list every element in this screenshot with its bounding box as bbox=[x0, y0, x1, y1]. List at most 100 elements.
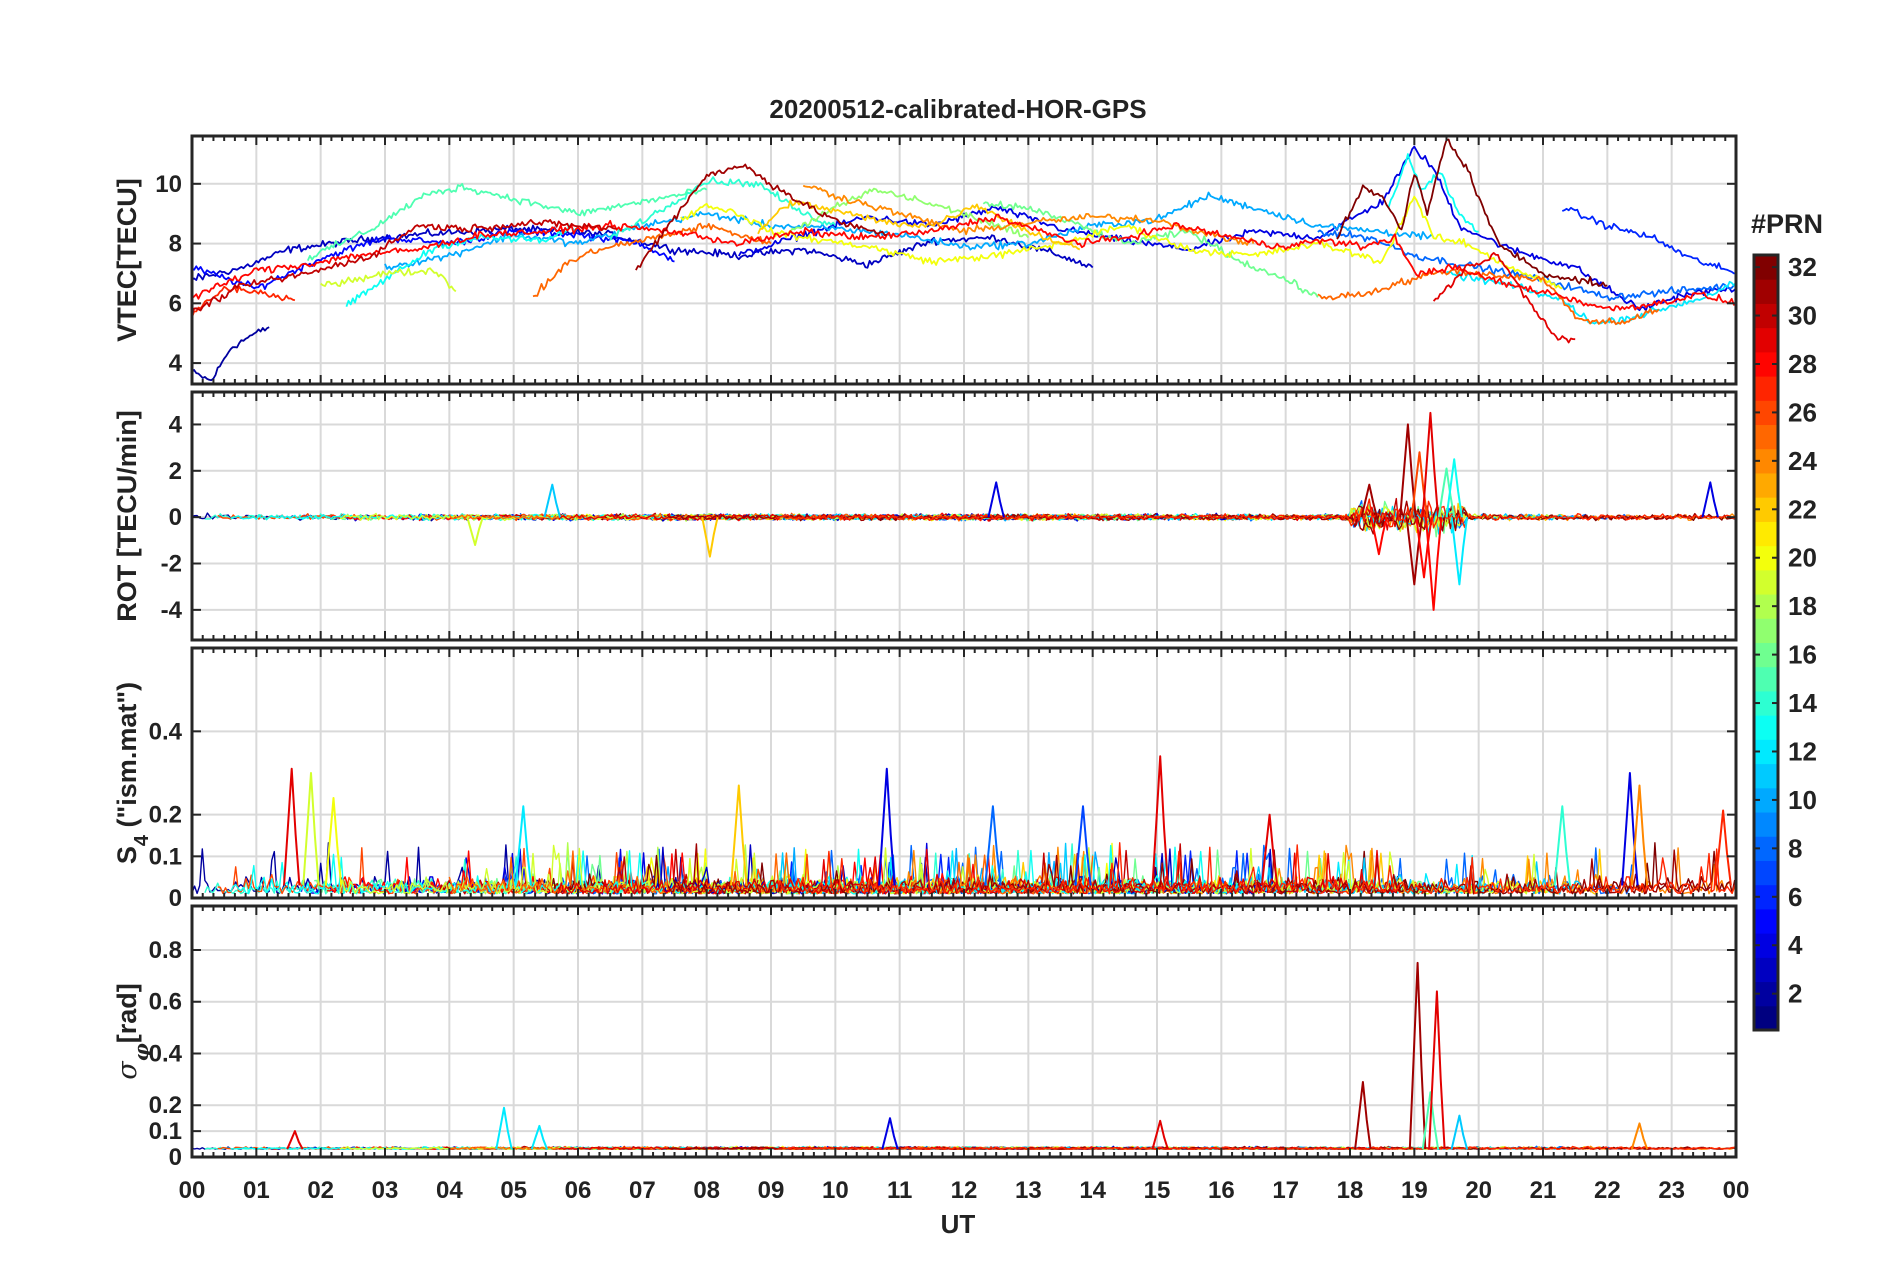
colorbar-segment bbox=[1754, 569, 1778, 595]
y-tick-label: 0 bbox=[169, 504, 182, 531]
colorbar-tick-label: 20 bbox=[1788, 543, 1817, 573]
spike-8 bbox=[1437, 467, 1456, 518]
y-tick-label: 8 bbox=[169, 231, 182, 258]
x-tick-label: 14 bbox=[1079, 1177, 1106, 1204]
colorbar-tick-label: 24 bbox=[1788, 446, 1817, 476]
spike-6 bbox=[1151, 755, 1169, 886]
colorbar-segment bbox=[1754, 812, 1778, 837]
colorbar-segment bbox=[1754, 763, 1778, 789]
colorbar-tick-label: 8 bbox=[1788, 833, 1802, 863]
y-tick-label: 0 bbox=[169, 1144, 182, 1171]
x-tick-label: 13 bbox=[1015, 1177, 1042, 1204]
spike-11 bbox=[1260, 813, 1279, 886]
y-axis-label: σφ[rad] bbox=[112, 983, 153, 1080]
series-prn-27-20 bbox=[192, 285, 296, 318]
panel-sigma: 00.10.2 0.4 0.6 0.8 σφ[rad] bbox=[112, 904, 1738, 1171]
series-prn-4-3 bbox=[738, 145, 1736, 312]
y-tick-label: 4 bbox=[169, 411, 183, 438]
x-tick-label: 20 bbox=[1465, 1177, 1492, 1204]
y-tick-label: 0.1 bbox=[149, 1118, 182, 1145]
spike-3 bbox=[730, 784, 748, 886]
colorbar-segment bbox=[1754, 666, 1778, 692]
spike-10 bbox=[1450, 517, 1469, 586]
x-tick-label: 15 bbox=[1144, 1177, 1171, 1204]
x-tick-label: 16 bbox=[1208, 1177, 1235, 1204]
colorbar-segment bbox=[1754, 279, 1778, 304]
x-axis: 00 01 02 03 04 05 06 07 08 09 10 11 12 13 14 15 16 17 18 19… bbox=[179, 1177, 1750, 1204]
series-prn-25-18 bbox=[532, 222, 772, 298]
y-tick-label: 0.4 bbox=[149, 1040, 183, 1067]
colorbar-tick-label: 12 bbox=[1788, 736, 1817, 766]
spike-6 bbox=[530, 1124, 549, 1150]
panel-rot: -4 -2 0 2 4 ROT [TECU/min] bbox=[112, 390, 1738, 642]
spike-1 bbox=[1408, 961, 1427, 1150]
series-prn-31-23 bbox=[635, 163, 888, 271]
spike-9 bbox=[1630, 1122, 1649, 1150]
spike-13 bbox=[1714, 809, 1732, 886]
colorbar-tick-label: 10 bbox=[1788, 785, 1817, 815]
y-tick-label: 6 bbox=[169, 290, 182, 317]
colorbar-segment bbox=[1754, 327, 1778, 353]
y-tick-label: 0.1 bbox=[149, 843, 182, 870]
colorbar-tick-label: 22 bbox=[1788, 494, 1817, 524]
series-prn-13-8 bbox=[345, 224, 579, 308]
x-tick-label: 04 bbox=[436, 1177, 463, 1204]
y-axis-label: ROT [TECU/min] bbox=[112, 410, 142, 621]
spike-9 bbox=[1553, 805, 1571, 886]
series-prn-30-22 bbox=[192, 218, 617, 316]
colorbar-segment bbox=[1754, 521, 1778, 547]
series-prn-13-10 bbox=[1387, 153, 1479, 233]
trace-prn-30 bbox=[436, 497, 1428, 530]
series-prn-14-9 bbox=[609, 176, 837, 241]
colorbar-tick-label: 18 bbox=[1788, 591, 1817, 621]
trace-prn-27 bbox=[776, 842, 1736, 895]
series-prn-29-25 bbox=[1432, 251, 1576, 344]
series-group bbox=[192, 411, 1736, 611]
series-prn-2-0 bbox=[192, 326, 270, 382]
spike-0 bbox=[283, 767, 301, 886]
x-tick-label: 08 bbox=[693, 1177, 720, 1204]
spike-9 bbox=[1445, 458, 1463, 518]
series-prn-25-19 bbox=[1317, 268, 1660, 326]
y-tick-label: 0 bbox=[169, 885, 182, 912]
x-tick-label: 18 bbox=[1337, 1177, 1364, 1204]
spike-13 bbox=[543, 483, 561, 518]
spike-0 bbox=[1354, 1081, 1372, 1150]
series-prn-22-16 bbox=[757, 199, 1081, 251]
y-tick-label: 10 bbox=[155, 171, 182, 198]
colorbar-tick-label: 32 bbox=[1788, 252, 1817, 282]
spike-1 bbox=[1370, 516, 1388, 556]
grid bbox=[192, 648, 1736, 899]
panel-vtec: 4 6 8 10 VTEC[TECU] bbox=[112, 134, 1738, 386]
colorbar-label: #PRN bbox=[1751, 209, 1823, 239]
colorbar-segment bbox=[1754, 424, 1778, 450]
x-tick-label: 03 bbox=[372, 1177, 399, 1204]
x-axis-label: UT bbox=[941, 1209, 976, 1239]
colorbar-tick-label: 2 bbox=[1788, 979, 1802, 1009]
colorbar-segment bbox=[1754, 376, 1778, 401]
series-prn-17-13 bbox=[789, 187, 1030, 239]
colorbar-tick-label: 4 bbox=[1788, 930, 1803, 960]
spike-4 bbox=[878, 767, 896, 886]
x-tick-label: 00 bbox=[179, 1177, 206, 1204]
spike-2 bbox=[1399, 423, 1417, 518]
spike-2 bbox=[324, 797, 343, 886]
x-tick-label: 11 bbox=[887, 1177, 912, 1204]
x-tick-label: 19 bbox=[1401, 1177, 1428, 1204]
x-tick-label: 22 bbox=[1594, 1177, 1621, 1204]
chart-title: 20200512-calibrated-HOR-GPS bbox=[769, 94, 1146, 124]
x-tick-label: 01 bbox=[243, 1177, 270, 1204]
colorbar-segment bbox=[1754, 715, 1778, 740]
x-tick-label: 12 bbox=[951, 1177, 978, 1204]
y-axis-label: VTEC[TECU] bbox=[112, 178, 142, 342]
spike-11 bbox=[701, 516, 719, 558]
x-tick-label: 17 bbox=[1272, 1177, 1299, 1204]
spike-5 bbox=[984, 805, 1002, 886]
colorbar-segment bbox=[1754, 1005, 1778, 1031]
y-tick-label: 0.2 bbox=[149, 1092, 182, 1119]
colorbar-tick-label: 14 bbox=[1788, 688, 1817, 718]
colorbar-tick-label: 26 bbox=[1788, 397, 1817, 427]
colorbar-tick-label: 30 bbox=[1788, 301, 1817, 331]
